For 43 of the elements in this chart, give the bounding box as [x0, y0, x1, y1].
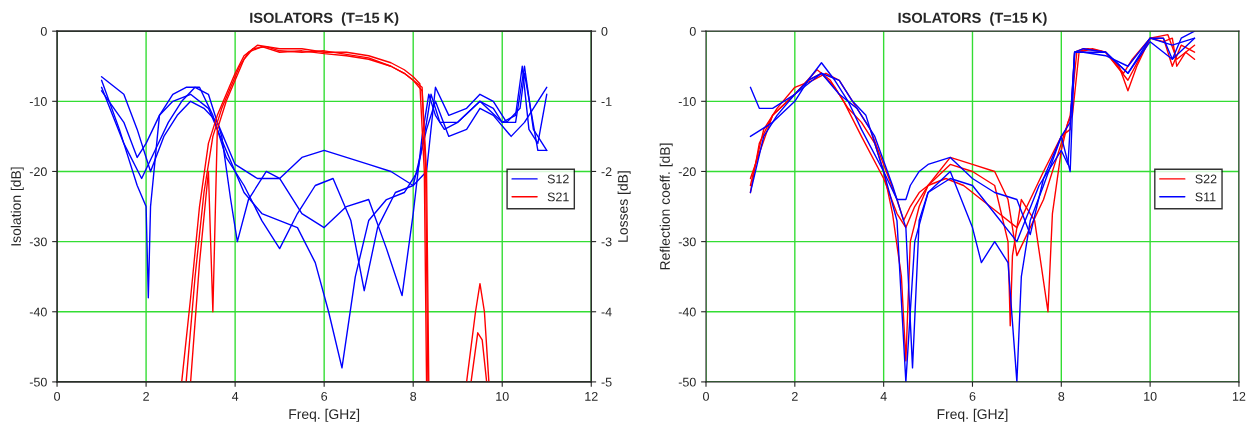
y-axis-title: Reflection coeff. [dB]	[659, 143, 673, 270]
y-tick-label: -50	[29, 377, 47, 387]
y2-tick-label: -4	[601, 307, 612, 317]
y-tick-label: -10	[29, 97, 47, 106]
y2-tick-label: -2	[601, 167, 612, 176]
x-tick-label: 8	[410, 391, 417, 401]
x-tick-label: 2	[791, 391, 798, 401]
y-tick-label: 0	[689, 26, 696, 36]
y-tick-label: -20	[678, 167, 696, 177]
legend-label: S22	[1195, 174, 1217, 184]
chart-title: ISOLATORS (T=15 K)	[898, 12, 1047, 26]
x-tick-label: 12	[1232, 391, 1246, 401]
y-tick-label: -50	[678, 377, 696, 387]
y2-tick-label: -1	[601, 97, 612, 106]
y2-axis-title: Losses [dB]	[617, 171, 631, 242]
x-tick-label: 6	[969, 391, 976, 401]
y-tick-label: -30	[678, 237, 696, 247]
y2-tick-label: 0	[601, 26, 608, 36]
x-tick-label: 4	[231, 392, 239, 401]
y-tick-label: -10	[678, 97, 696, 106]
x-tick-label: 0	[703, 391, 709, 401]
y2-tick-label: -3	[601, 237, 612, 247]
x-tick-label: 8	[1058, 391, 1065, 401]
y-tick-label: -40	[29, 307, 47, 317]
legend-label: S12	[547, 174, 569, 184]
y-tick-label: -40	[678, 307, 696, 317]
x-axis-title: Freq. [GHz]	[289, 408, 360, 422]
chart-title: ISOLATORS (T=15 K)	[250, 12, 399, 26]
x-tick-label: 6	[321, 391, 328, 401]
legend-label: S11	[1195, 192, 1216, 202]
x-tick-label: 0	[54, 391, 61, 401]
x-tick-label: 10	[1144, 391, 1157, 401]
y-axis-title: Isolation [dB]	[10, 167, 24, 246]
y-tick-label: -20	[29, 167, 47, 177]
legend-label: S21	[547, 192, 569, 202]
x-tick-label: 2	[143, 391, 149, 401]
x-tick-label: 10	[496, 391, 509, 401]
x-tick-label: 12	[585, 391, 598, 401]
y-tick-label: 0	[40, 26, 47, 36]
x-tick-label: 4	[880, 392, 887, 401]
x-axis-title: Freq. [GHz]	[937, 408, 1008, 422]
y-tick-label: -30	[29, 237, 47, 247]
y2-tick-label: -5	[601, 377, 612, 387]
